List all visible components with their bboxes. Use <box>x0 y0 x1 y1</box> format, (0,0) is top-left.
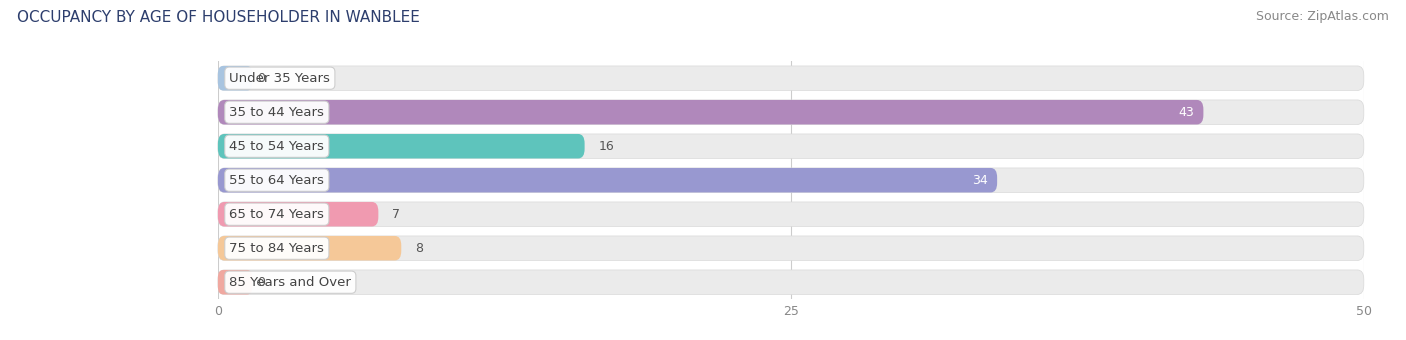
Text: OCCUPANCY BY AGE OF HOUSEHOLDER IN WANBLEE: OCCUPANCY BY AGE OF HOUSEHOLDER IN WANBL… <box>17 10 420 25</box>
FancyBboxPatch shape <box>218 66 1364 90</box>
FancyBboxPatch shape <box>218 168 997 192</box>
FancyBboxPatch shape <box>218 66 252 90</box>
Text: 35 to 44 Years: 35 to 44 Years <box>229 106 325 119</box>
FancyBboxPatch shape <box>218 168 1364 192</box>
Text: 85 Years and Over: 85 Years and Over <box>229 276 352 289</box>
Text: 16: 16 <box>599 140 614 153</box>
Text: 45 to 54 Years: 45 to 54 Years <box>229 140 325 153</box>
FancyBboxPatch shape <box>218 100 1364 124</box>
FancyBboxPatch shape <box>218 270 252 294</box>
Text: 0: 0 <box>257 276 264 289</box>
Text: 65 to 74 Years: 65 to 74 Years <box>229 208 325 221</box>
FancyBboxPatch shape <box>218 270 1364 294</box>
Text: 8: 8 <box>415 242 423 255</box>
FancyBboxPatch shape <box>218 134 585 158</box>
FancyBboxPatch shape <box>218 236 1364 260</box>
Text: Under 35 Years: Under 35 Years <box>229 72 330 85</box>
Text: 0: 0 <box>257 72 264 85</box>
Text: Source: ZipAtlas.com: Source: ZipAtlas.com <box>1256 10 1389 23</box>
Text: 43: 43 <box>1178 106 1194 119</box>
Text: 7: 7 <box>392 208 401 221</box>
FancyBboxPatch shape <box>218 236 401 260</box>
Text: 55 to 64 Years: 55 to 64 Years <box>229 174 325 187</box>
FancyBboxPatch shape <box>218 202 378 226</box>
FancyBboxPatch shape <box>218 134 1364 158</box>
Text: 75 to 84 Years: 75 to 84 Years <box>229 242 325 255</box>
FancyBboxPatch shape <box>218 100 1204 124</box>
Text: 34: 34 <box>972 174 988 187</box>
FancyBboxPatch shape <box>218 202 1364 226</box>
